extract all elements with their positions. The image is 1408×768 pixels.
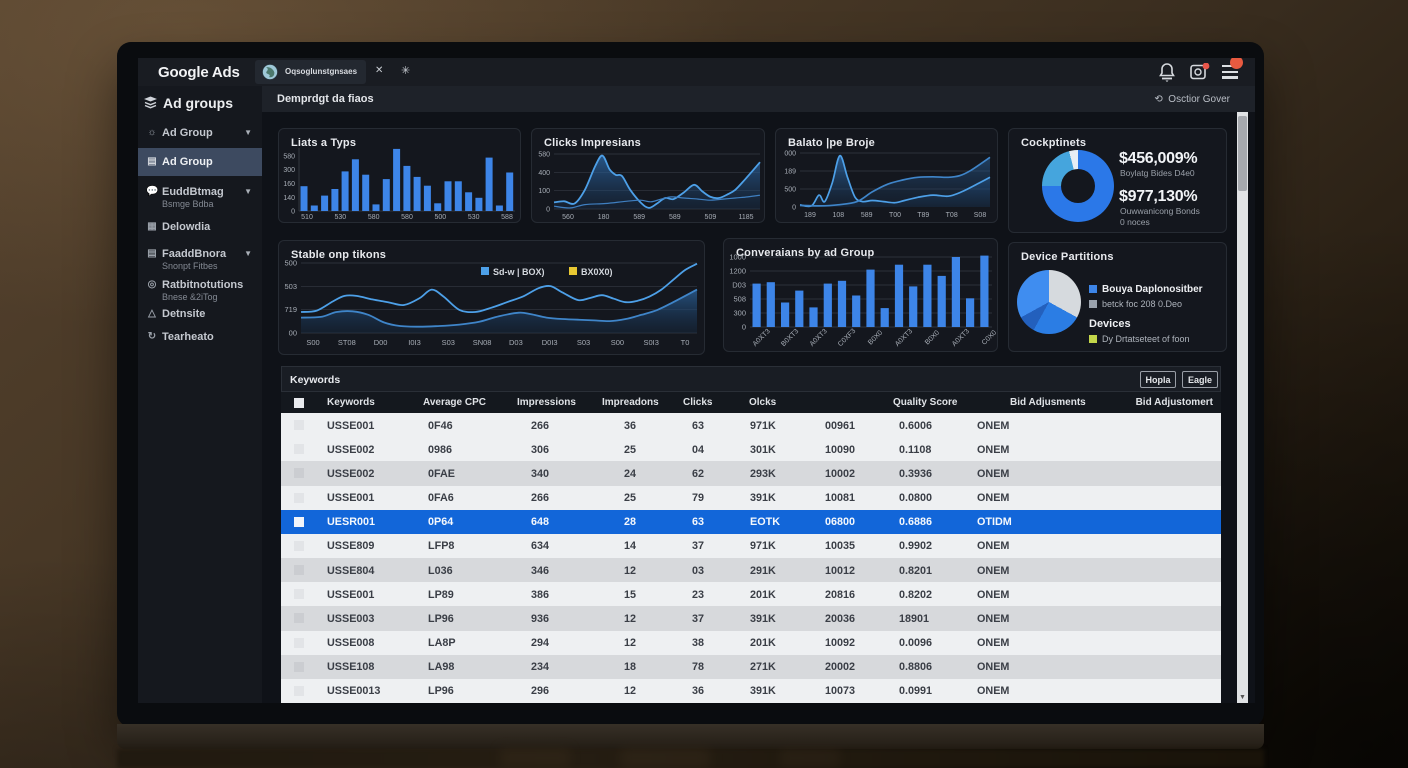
svg-text:140: 140: [283, 195, 295, 202]
svg-text:589: 589: [861, 212, 873, 219]
svg-text:B0X0: B0X0: [867, 329, 884, 346]
svg-text:C0XF3: C0XF3: [837, 328, 857, 348]
svg-text:ST08: ST08: [338, 338, 356, 347]
svg-text:589: 589: [669, 214, 681, 221]
svg-text:589: 589: [633, 214, 645, 221]
svg-text:D03: D03: [509, 338, 523, 347]
svg-text:180: 180: [598, 214, 610, 221]
svg-text:0: 0: [291, 209, 295, 216]
svg-text:510: 510: [301, 214, 313, 221]
svg-text:C0X0: C0X0: [981, 329, 998, 346]
svg-text:Sd-w | BOX): Sd-w | BOX): [493, 267, 545, 277]
svg-text:S00: S00: [306, 338, 319, 347]
svg-text:S03: S03: [442, 338, 455, 347]
svg-text:719: 719: [284, 305, 297, 314]
svg-text:000: 000: [784, 151, 796, 158]
svg-text:500: 500: [434, 214, 446, 221]
svg-text:1000: 1000: [729, 253, 746, 262]
svg-text:503: 503: [284, 282, 297, 291]
svg-text:D03: D03: [732, 281, 746, 290]
svg-text:500: 500: [784, 187, 796, 194]
svg-text:BX0X0): BX0X0): [581, 267, 613, 277]
svg-text:B0XT3: B0XT3: [780, 328, 800, 348]
svg-text:108: 108: [832, 212, 844, 219]
svg-text:S08: S08: [974, 212, 987, 219]
svg-text:00: 00: [289, 329, 297, 338]
svg-text:400: 400: [538, 170, 550, 177]
svg-text:A0XT3: A0XT3: [809, 328, 829, 348]
svg-text:D00: D00: [374, 338, 388, 347]
svg-text:0: 0: [742, 323, 746, 332]
svg-text:T08: T08: [946, 212, 958, 219]
svg-text:D0I3: D0I3: [542, 338, 558, 347]
svg-text:160: 160: [283, 181, 295, 188]
svg-text:509: 509: [705, 214, 717, 221]
svg-text:A0XT3: A0XT3: [752, 328, 772, 348]
svg-text:300: 300: [283, 167, 295, 174]
svg-text:S00: S00: [611, 338, 624, 347]
svg-text:B0X0: B0X0: [924, 329, 941, 346]
svg-text:300: 300: [733, 309, 746, 318]
svg-text:530: 530: [334, 214, 346, 221]
svg-text:0: 0: [546, 207, 550, 214]
svg-text:500: 500: [284, 259, 297, 268]
svg-text:T0: T0: [681, 338, 690, 347]
svg-text:580: 580: [401, 214, 413, 221]
svg-text:T89: T89: [917, 212, 929, 219]
svg-text:0: 0: [792, 205, 796, 212]
svg-text:1185: 1185: [738, 214, 753, 221]
svg-text:580: 580: [368, 214, 380, 221]
svg-text:A0XT3: A0XT3: [894, 328, 914, 348]
svg-text:588: 588: [501, 214, 513, 221]
svg-text:189: 189: [784, 169, 796, 176]
svg-text:SN08: SN08: [473, 338, 492, 347]
svg-text:S03: S03: [577, 338, 590, 347]
svg-text:A0XT3: A0XT3: [951, 328, 971, 348]
svg-text:508: 508: [733, 295, 746, 304]
svg-text:189: 189: [804, 212, 816, 219]
svg-text:1200: 1200: [729, 267, 746, 276]
svg-text:I0I3: I0I3: [408, 338, 421, 347]
svg-text:530: 530: [468, 214, 480, 221]
svg-text:T00: T00: [889, 212, 901, 219]
svg-text:580: 580: [283, 154, 295, 161]
svg-text:S0I3: S0I3: [643, 338, 658, 347]
svg-text:580: 580: [538, 152, 550, 159]
svg-text:100: 100: [538, 188, 550, 195]
svg-text:560: 560: [562, 214, 574, 221]
